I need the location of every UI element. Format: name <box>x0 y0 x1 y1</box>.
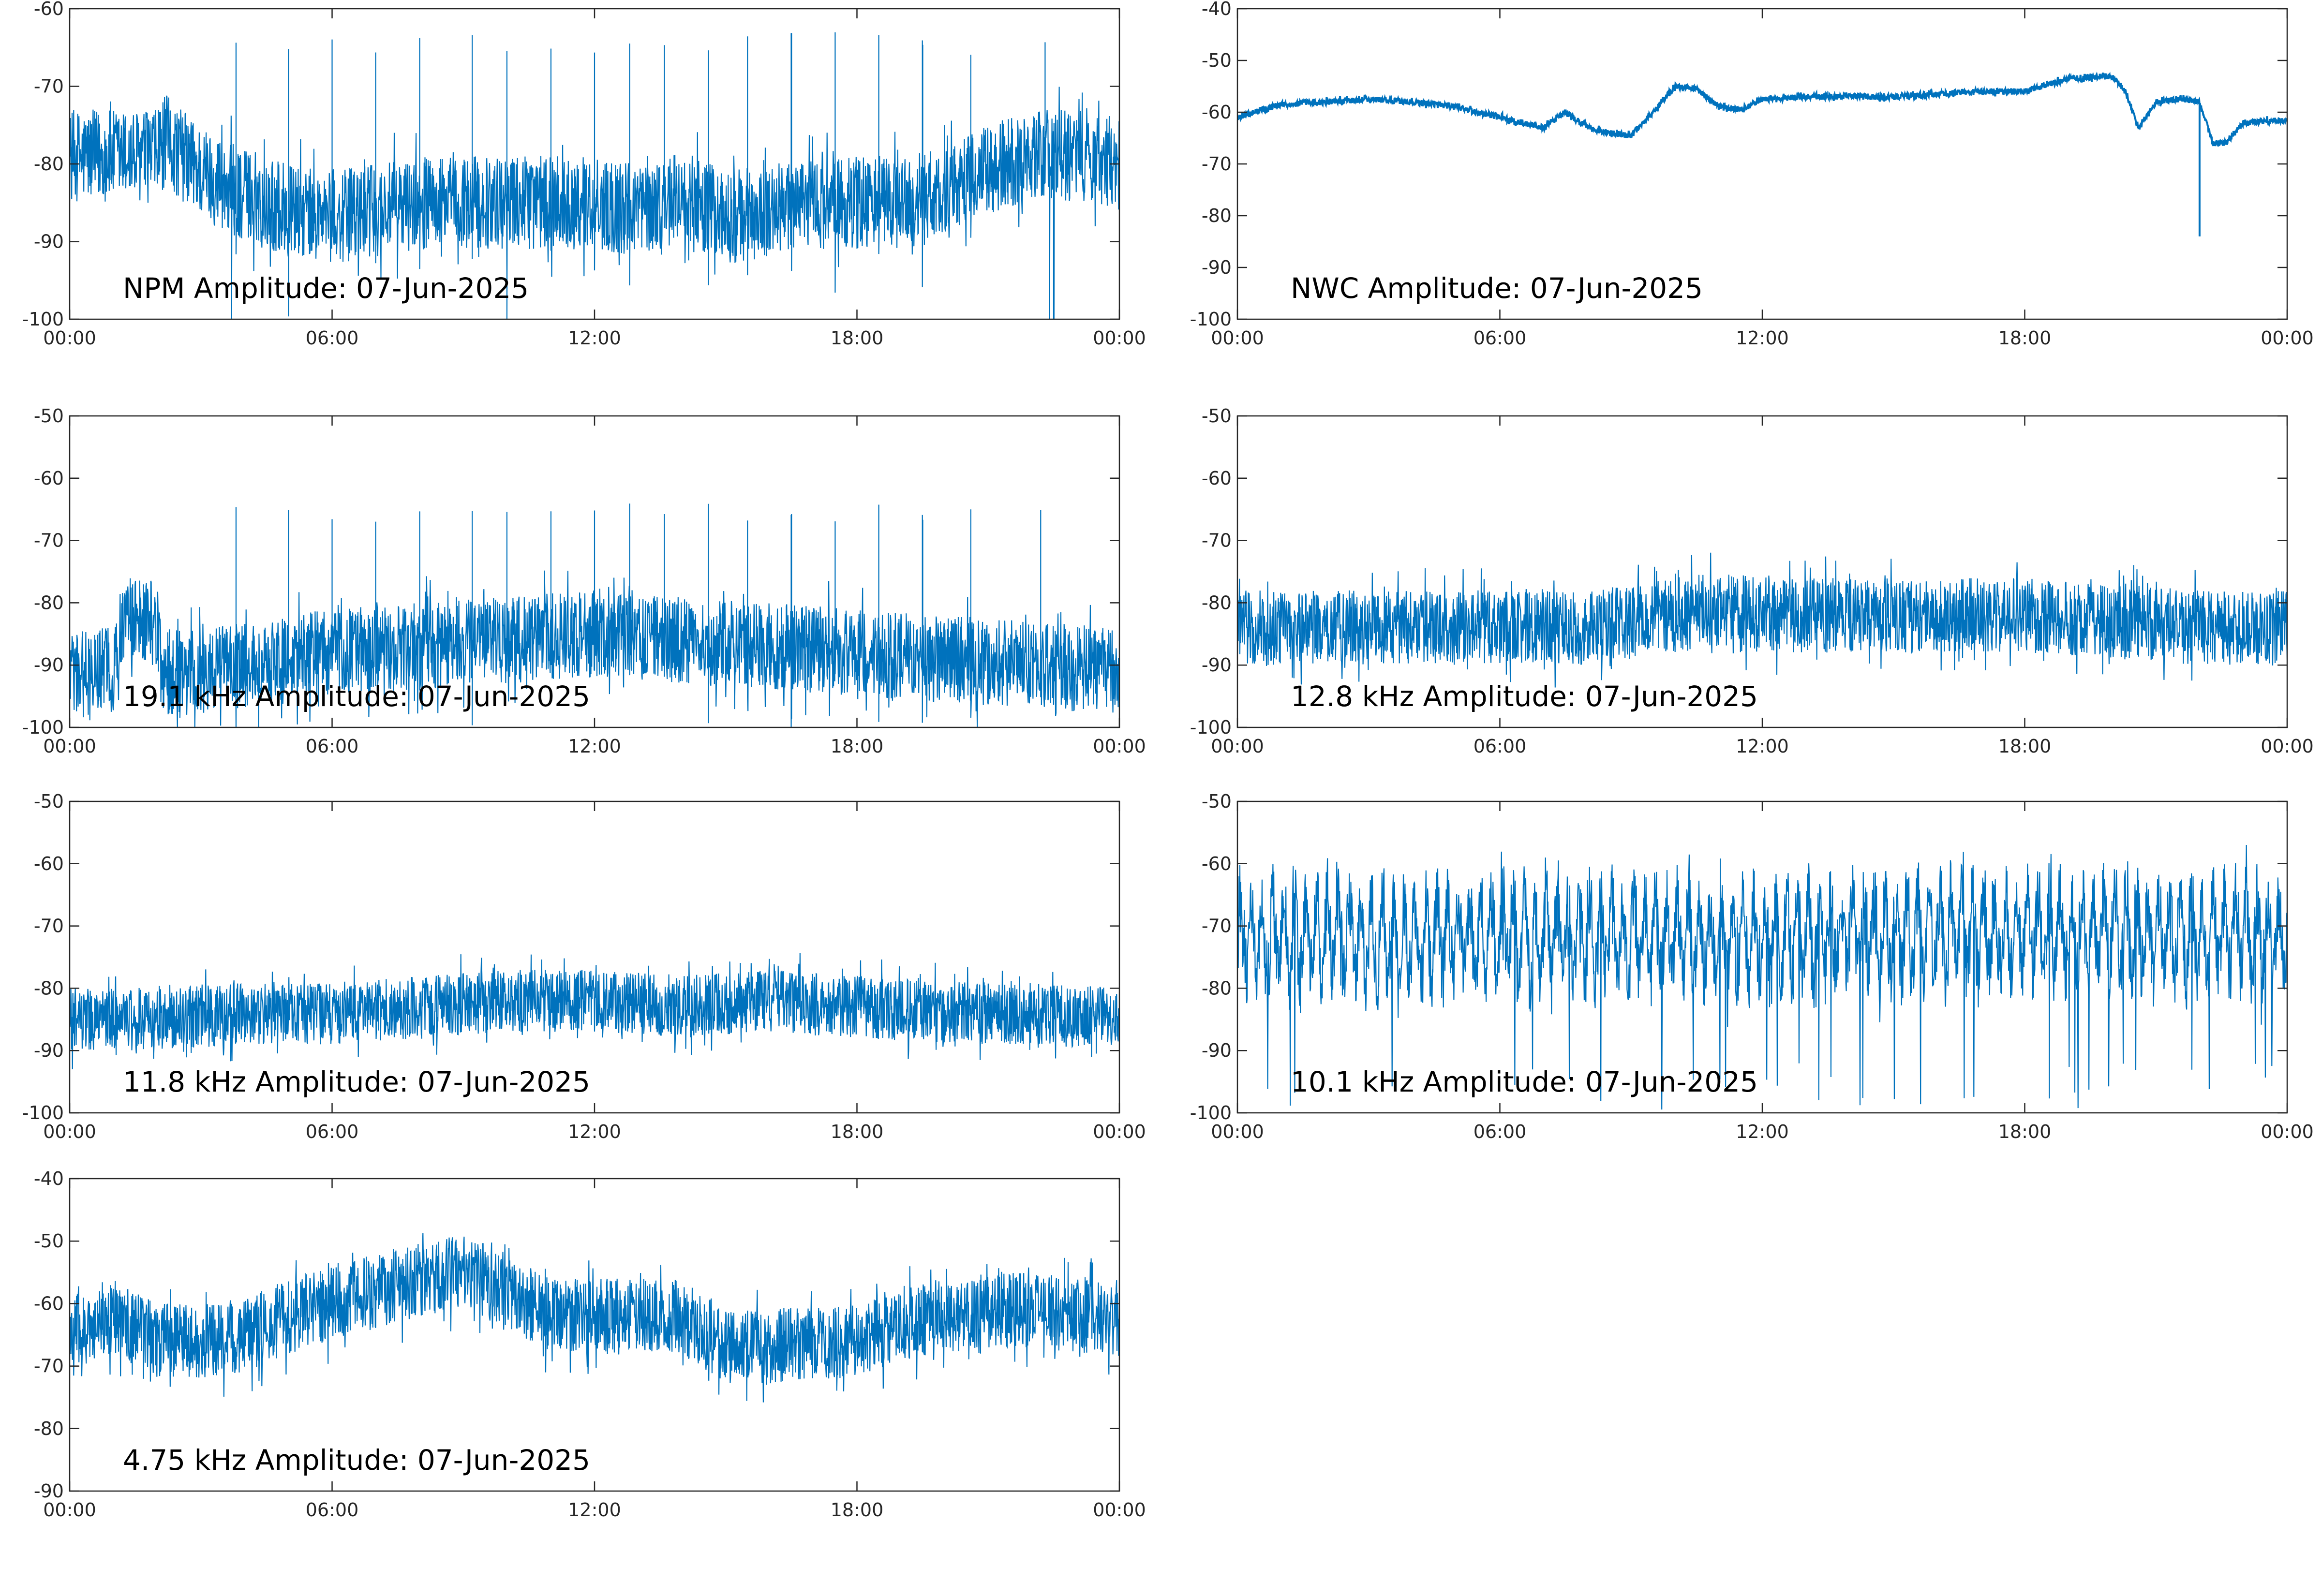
x-tick-label: 00:00 <box>43 1121 96 1142</box>
x-tick-label: 18:00 <box>831 736 884 757</box>
y-tick-label: -60 <box>1202 468 1232 489</box>
y-tick-label: -70 <box>34 1356 64 1377</box>
series-line <box>1237 844 2287 1110</box>
x-tick-label: 06:00 <box>306 736 359 757</box>
x-tick-label: 00:00 <box>1211 1121 1264 1142</box>
panel-title: 12.8 kHz Amplitude: 07-Jun-2025 <box>1291 680 1758 713</box>
x-tick-label: 00:00 <box>43 327 96 349</box>
x-tick-label: 12:00 <box>568 1499 621 1521</box>
series-line <box>70 953 1119 1069</box>
chart-panel-6: 00:00 06:00 12:00 18:00 00:00 -50 -60 -70 -80 -90… <box>1190 791 2314 1142</box>
panel-title: 19.1 kHz Amplitude: 07-Jun-2025 <box>123 680 590 713</box>
y-tick-label: -80 <box>34 153 64 175</box>
chart-panel-2: 00:00 06:00 12:00 18:00 00:00 -40 -50 -60 -70 -80… <box>1190 0 2314 349</box>
y-tick-label: -70 <box>34 530 64 551</box>
series-line <box>70 503 1119 727</box>
panel-title: 4.75 kHz Amplitude: 07-Jun-2025 <box>123 1444 590 1477</box>
x-tick-label: 18:00 <box>1998 1121 2052 1142</box>
y-tick-label: -70 <box>1202 530 1232 551</box>
y-tick-label: -100 <box>1190 717 1232 738</box>
series-line <box>1237 72 2287 236</box>
x-tick-label: 06:00 <box>1474 327 1527 349</box>
y-tick-label: -80 <box>1202 592 1232 613</box>
x-tick-label: 18:00 <box>831 327 884 349</box>
x-tick-label: 00:00 <box>1093 1499 1146 1521</box>
y-tick-label: -100 <box>22 717 64 738</box>
y-tick-label: -80 <box>1202 977 1232 999</box>
y-tick-label: -50 <box>34 405 64 427</box>
y-tick-label: -100 <box>22 309 64 330</box>
series-line <box>70 32 1119 319</box>
x-tick-label: 00:00 <box>1093 327 1146 349</box>
y-tick-label: -90 <box>1202 654 1232 676</box>
y-tick-label: -70 <box>34 916 64 937</box>
y-tick-label: -60 <box>1202 853 1232 874</box>
chart-panel-7: 00:00 06:00 12:00 18:00 00:00 -40 -50 -60 -70 -80… <box>34 1168 1146 1521</box>
chart-panel-1: 00:00 06:00 12:00 18:00 00:00 -60 -70 -80 -90 -10… <box>22 0 1146 349</box>
x-tick-label: 00:00 <box>2261 1121 2314 1142</box>
panel-title: 10.1 kHz Amplitude: 07-Jun-2025 <box>1291 1065 1758 1098</box>
y-tick-label: -90 <box>1202 1040 1232 1061</box>
x-tick-label: 06:00 <box>1474 1121 1527 1142</box>
y-tick-label: -50 <box>1202 405 1232 427</box>
x-tick-label: 12:00 <box>1736 736 1789 757</box>
x-tick-label: 06:00 <box>306 1121 359 1142</box>
panel-title: NPM Amplitude: 07-Jun-2025 <box>123 272 529 305</box>
x-tick-label: 00:00 <box>1093 736 1146 757</box>
y-tick-label: -90 <box>34 1040 64 1061</box>
y-tick-label: -90 <box>34 654 64 676</box>
x-tick-label: 06:00 <box>306 1499 359 1521</box>
x-tick-label: 00:00 <box>2261 327 2314 349</box>
x-tick-label: 06:00 <box>306 327 359 349</box>
y-tick-label: -50 <box>34 791 64 812</box>
x-tick-label: 00:00 <box>43 736 96 757</box>
y-tick-label: -70 <box>1202 916 1232 937</box>
x-tick-label: 18:00 <box>831 1121 884 1142</box>
y-tick-label: -60 <box>34 853 64 874</box>
series-line <box>70 1233 1119 1403</box>
x-tick-label: 00:00 <box>1211 736 1264 757</box>
x-tick-label: 00:00 <box>1093 1121 1146 1142</box>
x-tick-label: 12:00 <box>568 736 621 757</box>
y-tick-label: -80 <box>1202 205 1232 226</box>
x-tick-label: 12:00 <box>568 1121 621 1142</box>
chart-panel-5: 00:00 06:00 12:00 18:00 00:00 -50 -60 -70 -80 -90… <box>22 791 1146 1142</box>
y-tick-label: -100 <box>22 1102 64 1123</box>
x-tick-label: 06:00 <box>1474 736 1527 757</box>
y-tick-label: -50 <box>1202 50 1232 71</box>
y-tick-label: -50 <box>34 1230 64 1252</box>
x-tick-label: 00:00 <box>2261 736 2314 757</box>
x-tick-label: 12:00 <box>568 327 621 349</box>
y-tick-label: -90 <box>34 231 64 252</box>
x-tick-label: 18:00 <box>1998 327 2052 349</box>
x-tick-label: 00:00 <box>1211 327 1264 349</box>
panel-title: 11.8 kHz Amplitude: 07-Jun-2025 <box>123 1065 590 1098</box>
y-tick-label: -90 <box>34 1480 64 1502</box>
y-tick-label: -80 <box>34 1418 64 1439</box>
y-tick-label: -70 <box>34 76 64 97</box>
x-tick-label: 18:00 <box>831 1499 884 1521</box>
x-tick-label: 00:00 <box>43 1499 96 1521</box>
y-tick-label: -60 <box>34 1293 64 1314</box>
y-tick-label: -100 <box>1190 1102 1232 1123</box>
y-tick-label: -100 <box>1190 309 1232 330</box>
y-tick-label: -80 <box>34 977 64 999</box>
chart-panel-3: 00:00 06:00 12:00 18:00 00:00 -50 -60 -70 -80 -90… <box>22 405 1146 757</box>
x-tick-label: 12:00 <box>1736 1121 1789 1142</box>
y-tick-label: -50 <box>1202 791 1232 812</box>
x-tick-label: 18:00 <box>1998 736 2052 757</box>
y-tick-label: -40 <box>1202 0 1232 19</box>
x-tick-label: 12:00 <box>1736 327 1789 349</box>
y-tick-label: -40 <box>34 1168 64 1189</box>
y-tick-label: -70 <box>1202 153 1232 175</box>
chart-panel-4: 00:00 06:00 12:00 18:00 00:00 -50 -60 -70 -80 -90… <box>1190 405 2314 757</box>
y-tick-label: -90 <box>1202 257 1232 278</box>
y-tick-label: -60 <box>34 0 64 19</box>
series-line <box>1237 552 2287 688</box>
y-tick-label: -60 <box>1202 102 1232 123</box>
y-tick-label: -80 <box>34 592 64 613</box>
panel-title: NWC Amplitude: 07-Jun-2025 <box>1291 272 1703 305</box>
y-tick-label: -60 <box>34 468 64 489</box>
